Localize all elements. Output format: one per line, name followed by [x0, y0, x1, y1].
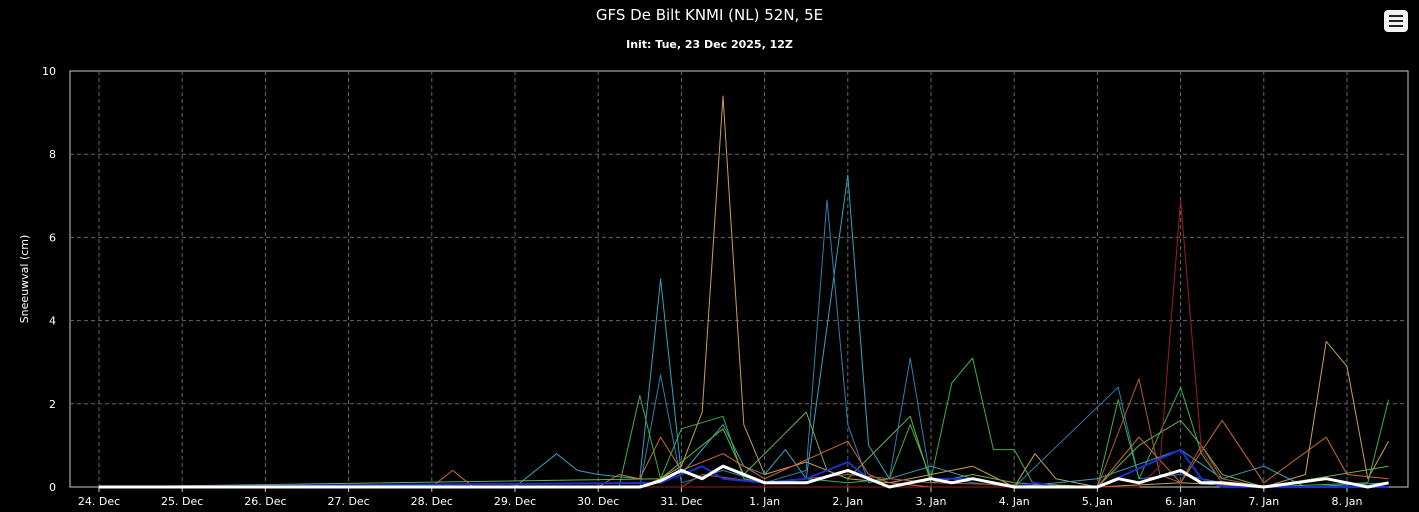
- x-tick-label: 5. Jan: [1082, 495, 1113, 508]
- x-tick-label: 2. Jan: [832, 495, 863, 508]
- x-tick-label: 4. Jan: [999, 495, 1030, 508]
- x-tick-label: 8. Jan: [1332, 495, 1363, 508]
- series-line-10: [99, 464, 1389, 489]
- plot-area: [69, 70, 1409, 488]
- y-tick-label: 0: [49, 481, 56, 494]
- y-tick-label: 8: [49, 148, 56, 161]
- y-tick-label: 6: [49, 231, 56, 244]
- x-tick-label: 27. Dec: [327, 495, 369, 508]
- series-line-1: [99, 95, 1390, 488]
- x-tick-label: 7. Jan: [1248, 495, 1279, 508]
- y-tick-label: 4: [49, 315, 56, 328]
- x-tick-label: 1. Jan: [749, 495, 780, 508]
- x-tick-label: 24. Dec: [78, 495, 120, 508]
- hamburger-menu-icon[interactable]: [1384, 10, 1408, 32]
- y-tick-label: 2: [49, 398, 56, 411]
- x-tick-label: 25. Dec: [161, 495, 203, 508]
- x-tick-label: 6. Jan: [1165, 495, 1196, 508]
- x-tick-label: 28. Dec: [411, 495, 453, 508]
- series-line-4: [99, 357, 1390, 488]
- x-tick-label: 30. Dec: [577, 495, 619, 508]
- series-line-7: [99, 378, 1389, 488]
- chart-title: GFS De Bilt KNMI (NL) 52N, 5E: [595, 6, 824, 24]
- y-tick-label: 10: [42, 65, 56, 78]
- x-tick-label: 26. Dec: [244, 495, 286, 508]
- x-tick-label: 29. Dec: [494, 495, 536, 508]
- y-axis-title: Sneeuwval (cm): [18, 235, 31, 324]
- x-tick-label: 31. Dec: [660, 495, 702, 508]
- x-tick-label: 3. Jan: [916, 495, 947, 508]
- chart-subtitle: Init: Tue, 23 Dec 2025, 12Z: [626, 38, 793, 51]
